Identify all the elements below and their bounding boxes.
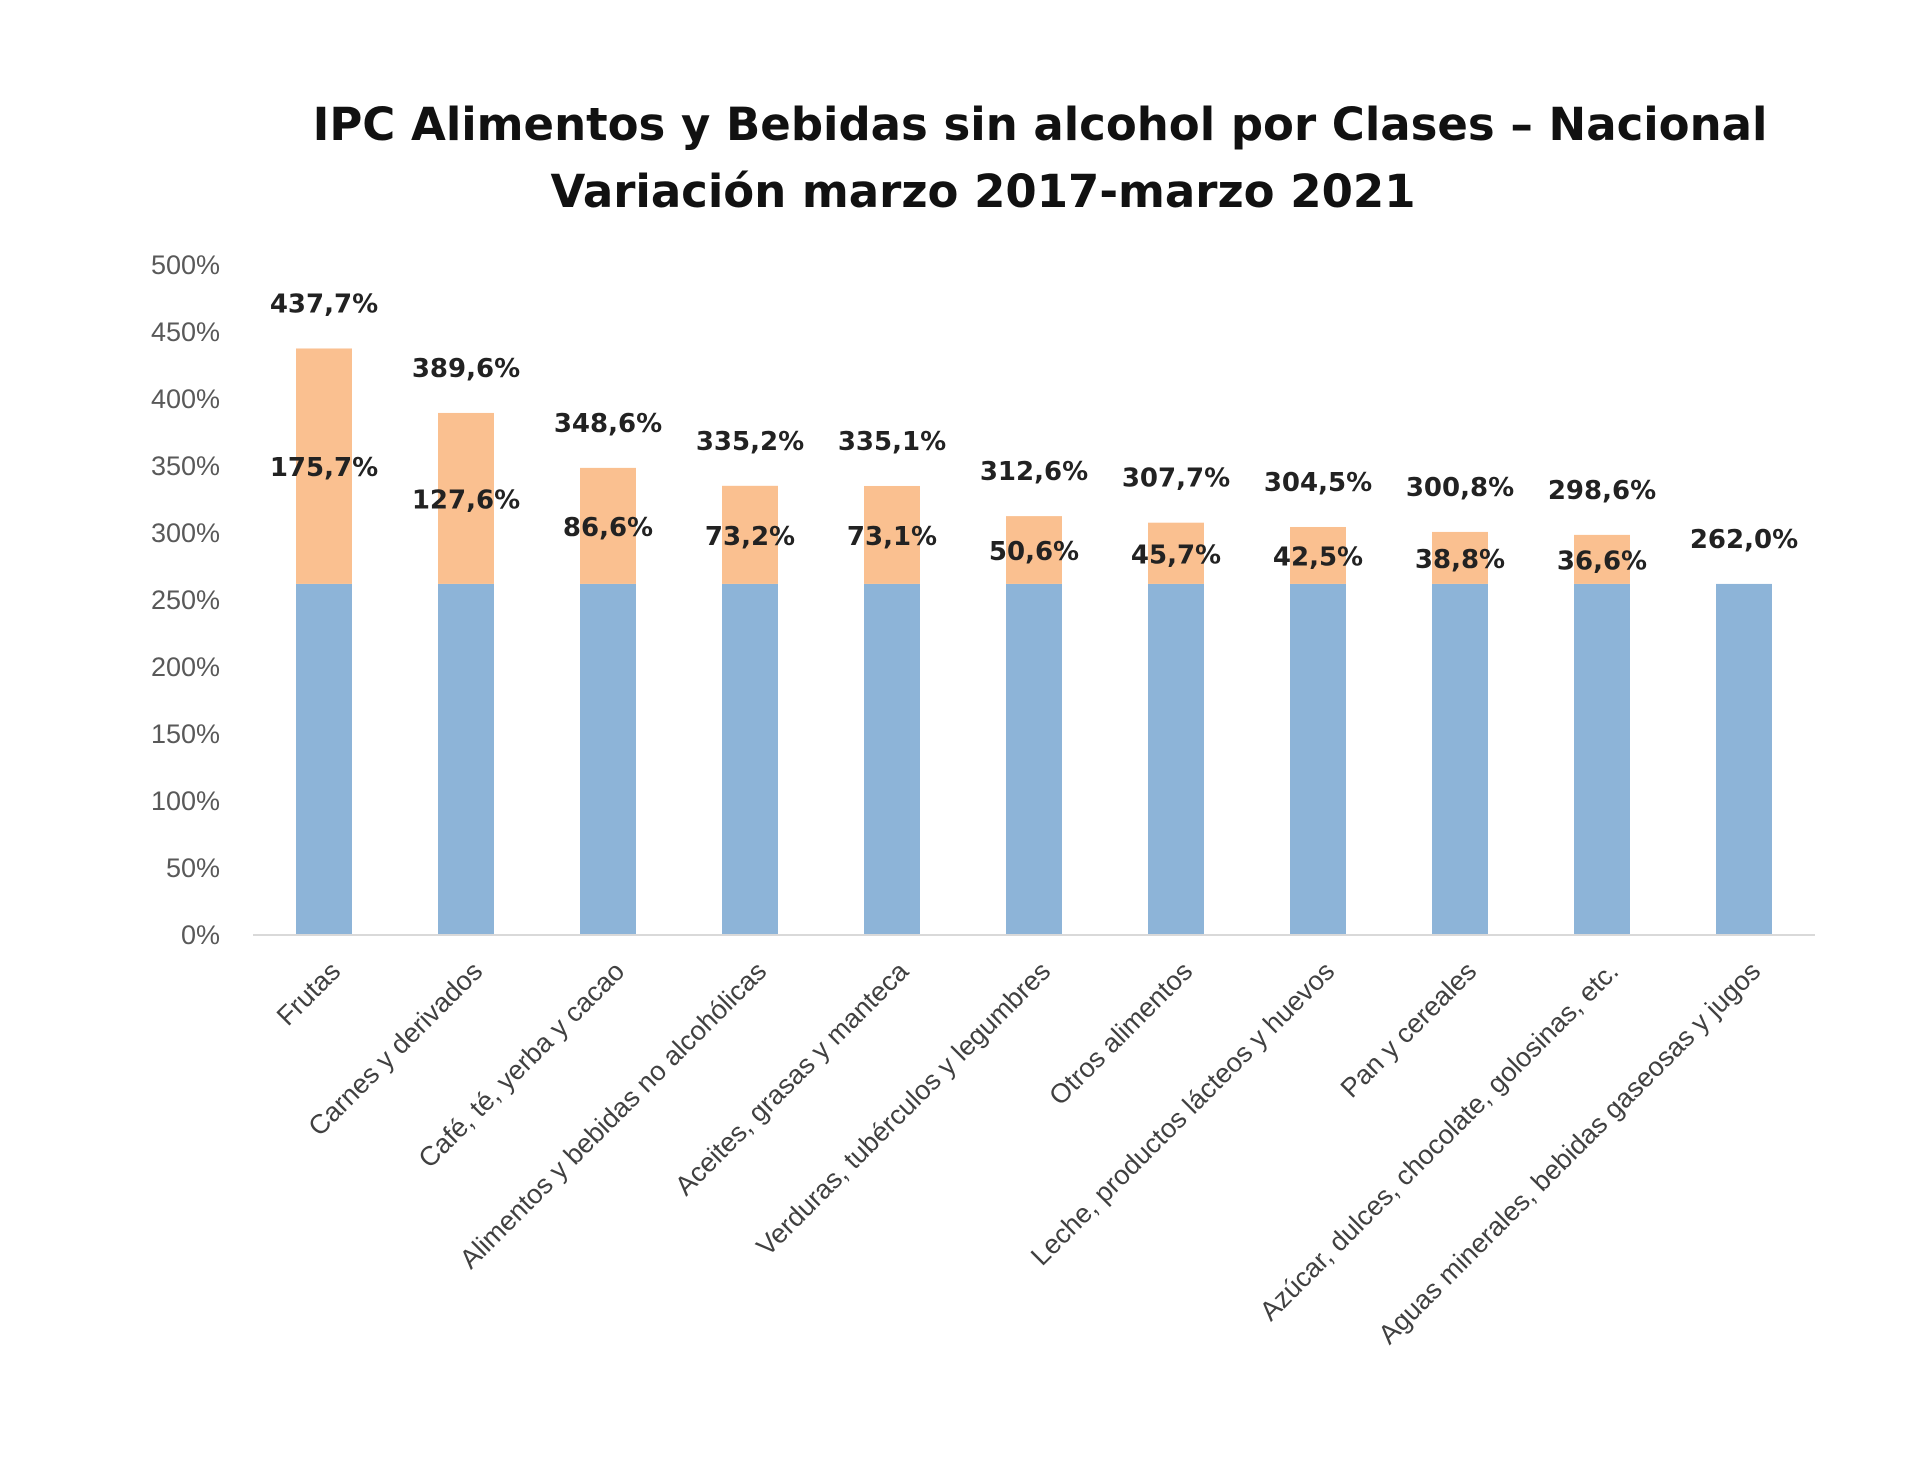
y-tick-label: 350% [151, 451, 220, 481]
y-axis: 0% 50% 100% 150% 200% 250% 300% 350% 400% 450% 500… [151, 250, 220, 950]
bar-segment-difference [296, 348, 352, 584]
bar-segment-base [296, 583, 352, 935]
y-tick-label: 150% [151, 719, 220, 749]
total-data-label: 335,1% [838, 427, 946, 457]
y-tick-label: 300% [151, 518, 220, 548]
total-data-label: 307,7% [1122, 464, 1230, 494]
bar-segment-base [1574, 583, 1630, 935]
bar-segment-base [1148, 583, 1204, 935]
bar-segment-difference [1148, 522, 1204, 584]
category-label: Alimentos y bebidas no alcohólicas [454, 956, 772, 1274]
difference-data-label: 45,7% [1131, 540, 1221, 570]
total-data-label: 300,8% [1406, 473, 1514, 503]
difference-data-label: 73,2% [705, 522, 795, 552]
y-tick-label: 400% [151, 384, 220, 414]
difference-data-label: 42,5% [1273, 542, 1363, 572]
difference-data-label: 73,1% [847, 522, 937, 552]
chart-title: IPC Alimentos y Bebidas sin alcohol por … [313, 98, 1768, 151]
total-data-label: 298,6% [1548, 476, 1656, 506]
difference-data-label: 38,8% [1415, 545, 1505, 575]
category-label: Pan y cereales [1335, 956, 1483, 1104]
bar-segment-difference [1574, 534, 1630, 584]
category-label: Otros alimentos [1043, 956, 1198, 1111]
bar-segment-difference [722, 485, 778, 584]
bar-segment-difference [1006, 516, 1062, 584]
bar-segment-base [1432, 583, 1488, 935]
difference-data-label: 127,6% [412, 485, 520, 515]
difference-data-label: 86,6% [563, 513, 653, 543]
bar-segment-difference [438, 412, 494, 584]
y-tick-label: 500% [151, 250, 220, 280]
bar-segment-base [722, 583, 778, 935]
total-data-label: 312,6% [980, 457, 1088, 487]
bar-segment-base [438, 583, 494, 935]
bar-segment-difference [1290, 526, 1346, 584]
bar-segment-difference [864, 485, 920, 584]
bar-segment-base [1716, 583, 1772, 935]
y-tick-label: 100% [151, 786, 220, 816]
total-data-label: 262,0% [1690, 525, 1798, 555]
category-label: Aceites, grasas y manteca [669, 955, 915, 1201]
difference-data-label: 36,6% [1557, 546, 1647, 576]
total-data-label: 348,6% [554, 409, 662, 439]
total-data-label: 437,7% [270, 289, 378, 319]
total-data-label: 335,2% [696, 427, 804, 457]
y-tick-label: 50% [166, 853, 220, 883]
difference-data-label: 50,6% [989, 537, 1079, 567]
y-tick-label: 200% [151, 652, 220, 682]
bar-segment-difference [580, 467, 636, 584]
y-tick-label: 0% [181, 920, 220, 950]
bar-segment-base [1006, 583, 1062, 935]
bar-segment-base [864, 583, 920, 935]
bars [296, 348, 1772, 935]
data-labels: 437,7% 175,7% 389,6% 127,6% 348,6% 86,6% 335,2… [270, 289, 1798, 576]
category-label: Leche, productos lácteos y huevos [1025, 956, 1340, 1271]
difference-data-label: 175,7% [270, 453, 378, 483]
total-data-label: 389,6% [412, 354, 520, 384]
y-tick-label: 250% [151, 585, 220, 615]
category-label: Verduras, tubérculos y legumbres [751, 956, 1057, 1262]
bar-segment-base [1290, 583, 1346, 935]
y-tick-label: 450% [151, 317, 220, 347]
bar-segment-base [580, 583, 636, 935]
total-data-label: 304,5% [1264, 468, 1372, 498]
chart-subtitle: Variación marzo 2017-marzo 2021 [550, 165, 1415, 218]
bar-segment-difference [1432, 531, 1488, 584]
category-label: Frutas [271, 956, 346, 1031]
